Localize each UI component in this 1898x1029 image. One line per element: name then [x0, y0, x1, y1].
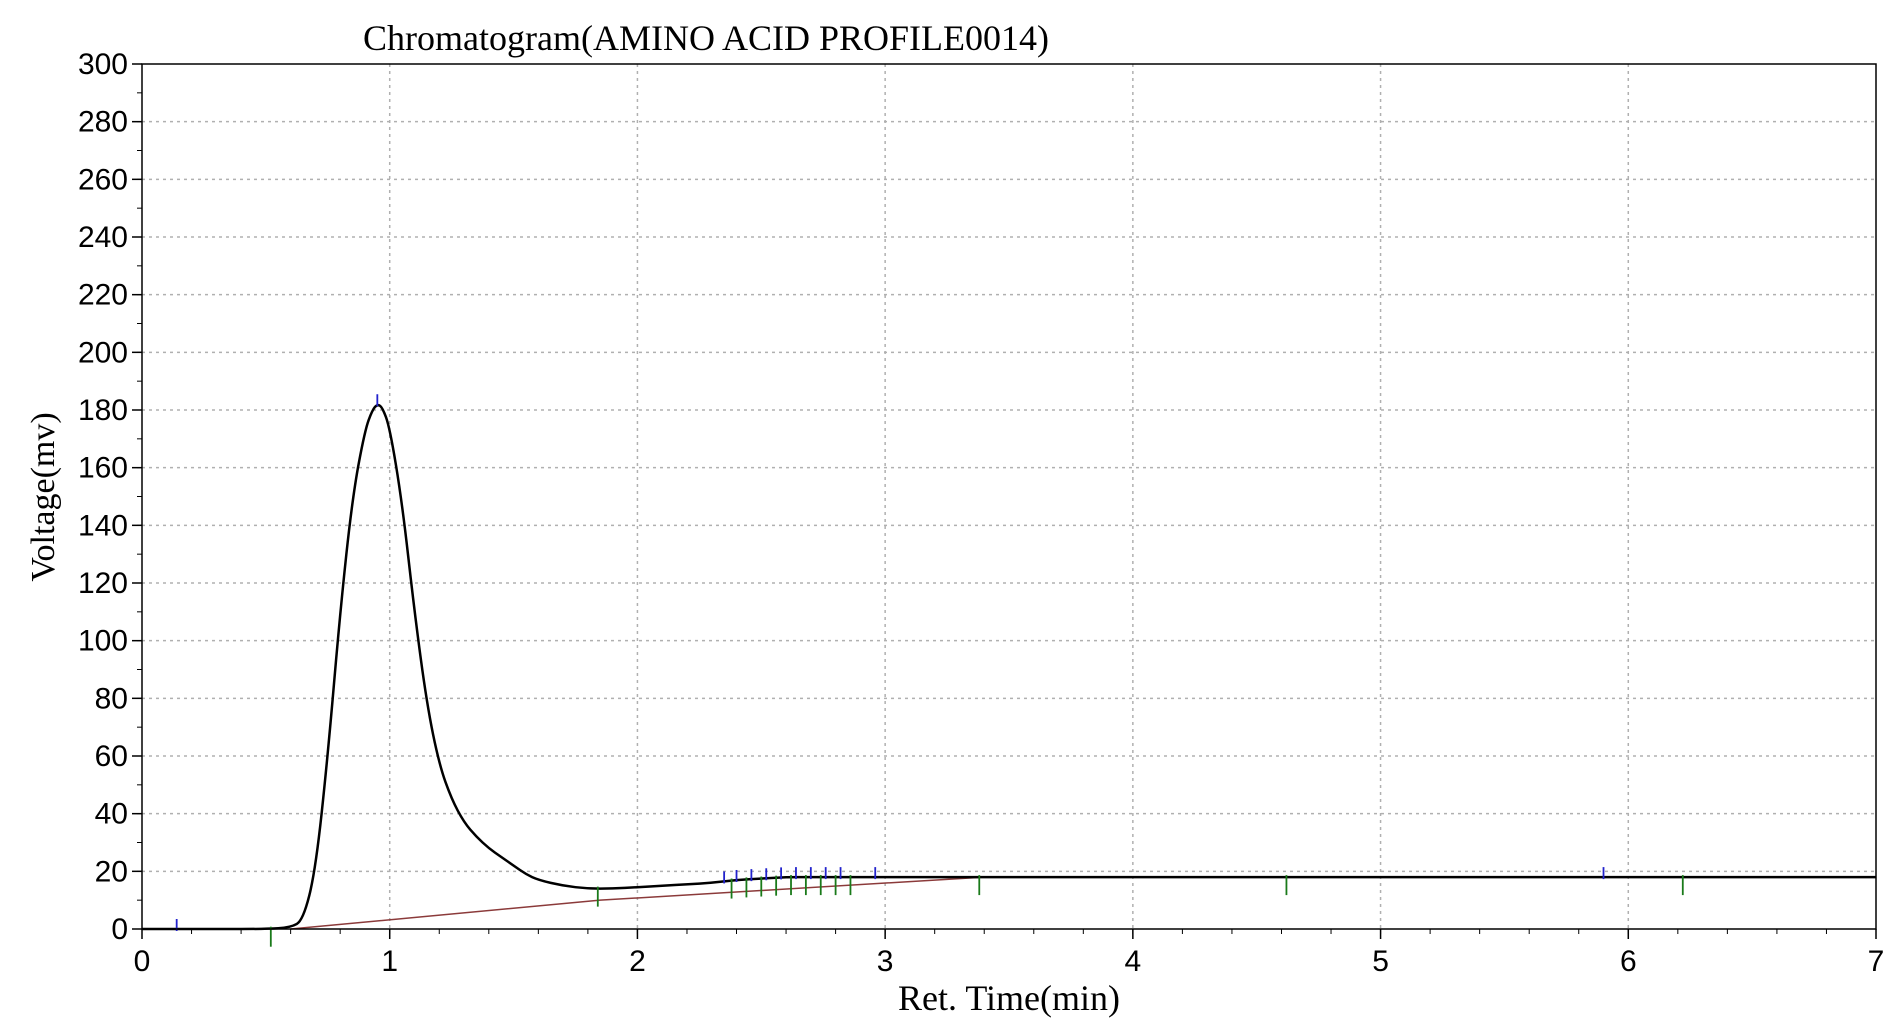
x-axis-label: Ret. Time(min) [898, 978, 1120, 1018]
y-tick-label: 280 [78, 106, 128, 139]
x-tick-label: 3 [877, 945, 894, 978]
y-tick-label: 100 [78, 625, 128, 658]
x-tick-label: 7 [1868, 945, 1885, 978]
grid-lines [142, 64, 1876, 929]
x-tick-label: 1 [381, 945, 398, 978]
signal-trace [142, 403, 1876, 931]
y-tick-label: 160 [78, 452, 128, 485]
y-tick-label: 300 [78, 48, 128, 81]
y-tick-label: 80 [95, 682, 128, 715]
y-tick-label: 120 [78, 567, 128, 600]
x-tick-label: 6 [1620, 945, 1637, 978]
plot-series [142, 394, 1876, 947]
plot-frame [141, 63, 1877, 930]
y-tick-label: 60 [95, 740, 128, 773]
y-tick-label: 260 [78, 163, 128, 196]
y-tick-label: 20 [95, 855, 128, 888]
baseline-line [290, 876, 1876, 930]
chart-title: Chromatogram(AMINO ACID PROFILE0014) [363, 18, 1049, 58]
y-axis-label: Voltage(mv) [25, 412, 62, 581]
y-tick-label: 40 [95, 798, 128, 831]
y-tick-label: 240 [78, 221, 128, 254]
y-tick-label: 220 [78, 279, 128, 312]
y-tick-label: 140 [78, 509, 128, 542]
y-tick-label: 0 [111, 913, 128, 946]
axis-ticks: 0 1 2 3 4 5 6 7 0 20 40 60 80 100 120 140 160 180 200 220 24… [78, 48, 1884, 978]
y-tick-label: 200 [78, 336, 128, 369]
x-tick-label: 2 [629, 945, 646, 978]
x-tick-label: 0 [134, 945, 151, 978]
y-tick-label: 180 [78, 394, 128, 427]
x-tick-label: 4 [1125, 945, 1142, 978]
x-tick-label: 5 [1372, 945, 1389, 978]
